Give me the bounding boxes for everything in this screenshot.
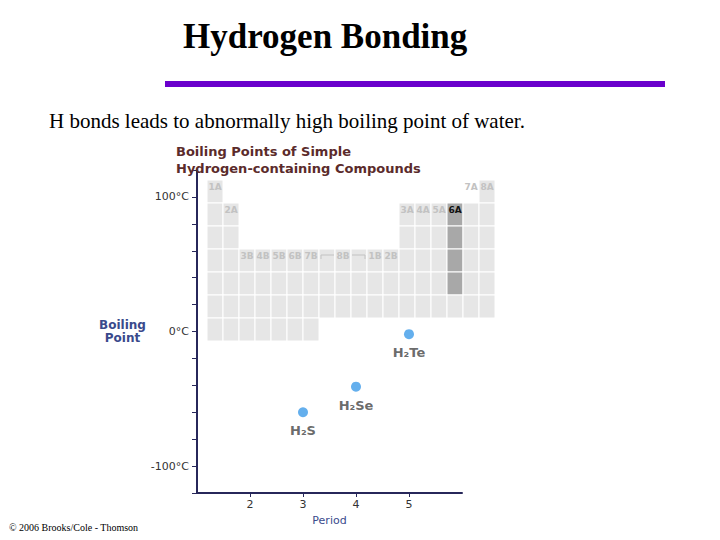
svg-text:4: 4 [353,498,360,511]
svg-text:5A: 5A [432,205,445,215]
svg-text:8A: 8A [480,182,493,192]
svg-text:2A: 2A [224,205,237,215]
svg-text:4B: 4B [256,251,269,261]
svg-text:H bonds leads to abnormally hi: H bonds leads to abnormally high boiling… [49,109,525,133]
svg-text:Point: Point [105,331,141,345]
svg-text:1A: 1A [208,182,221,192]
svg-text:3: 3 [300,498,307,511]
svg-text:6A: 6A [448,205,461,215]
svg-text:Period: Period [312,514,346,527]
svg-text:7A: 7A [464,182,477,192]
svg-text:2: 2 [247,498,254,511]
svg-text:100°C: 100°C [155,190,189,203]
svg-text:Boiling: Boiling [99,318,146,332]
svg-text:Boiling Points of Simple: Boiling Points of Simple [176,144,351,159]
svg-text:3A: 3A [400,205,413,215]
svg-text:5B: 5B [272,251,285,261]
svg-text:H₂Te: H₂Te [393,345,426,360]
svg-text:-100°C: -100°C [151,460,189,473]
svg-text:2B: 2B [384,251,397,261]
svg-text:H₂Se: H₂Se [339,398,374,413]
svg-text:H₂S: H₂S [290,423,316,438]
svg-text:0°C: 0°C [169,325,189,338]
svg-text:4A: 4A [416,205,429,215]
svg-text:3B: 3B [240,251,253,261]
svg-text:6B: 6B [288,251,301,261]
svg-text:8B: 8B [336,251,349,261]
svg-text:Hydrogen-containing Compounds: Hydrogen-containing Compounds [176,161,421,176]
svg-text:5: 5 [406,498,413,511]
svg-text:© 2006 Brooks/Cole - Thomson: © 2006 Brooks/Cole - Thomson [9,522,138,533]
svg-text:1B: 1B [368,251,381,261]
svg-text:Hydrogen Bonding: Hydrogen Bonding [183,17,468,56]
svg-text:7B: 7B [304,251,317,261]
